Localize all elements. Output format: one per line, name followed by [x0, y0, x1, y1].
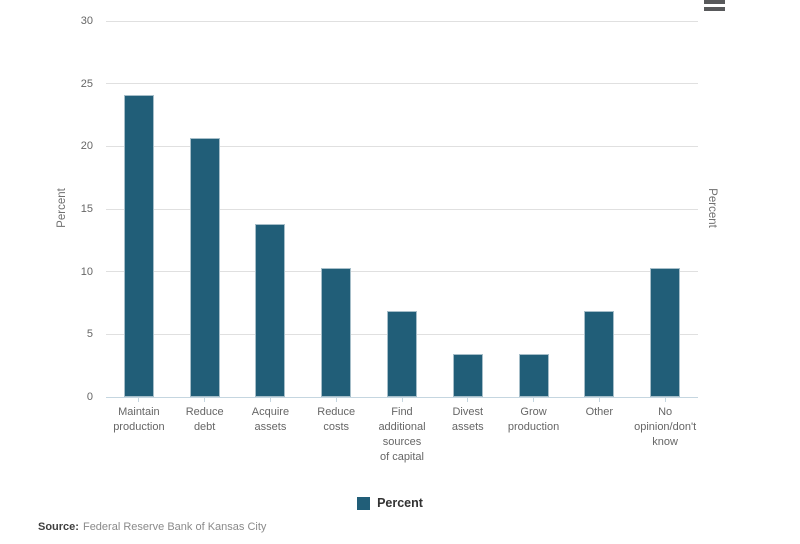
legend-label: Percent [377, 496, 423, 510]
source-text: Federal Reserve Bank of Kansas City [82, 521, 267, 533]
x-tick-mark [138, 397, 140, 402]
bar-3[interactable] [255, 224, 286, 397]
hamburger-bar [704, 0, 725, 4]
bar-4[interactable] [321, 267, 352, 397]
y-tick-label: 30 [80, 15, 93, 27]
bar-8[interactable] [584, 310, 615, 397]
bar-1[interactable] [123, 94, 154, 397]
hamburger-menu-icon[interactable] [704, 0, 726, 14]
x-tick-label: Other [585, 406, 614, 418]
bar-7[interactable] [518, 354, 549, 397]
x-tick-label: Grow production [507, 406, 560, 433]
source-note: Source: Federal Reserve Bank of Kansas Ci… [38, 521, 266, 533]
gridline [106, 20, 698, 22]
x-tick-label: Reduce costs [317, 406, 356, 433]
source-label: Source: [38, 521, 79, 533]
plot-area [106, 20, 698, 402]
x-tick-label: Divest assets [451, 406, 484, 433]
legend-swatch-icon [357, 496, 371, 510]
y-tick-label: 20 [80, 140, 93, 153]
x-axis-labels: Maintain production Reduce debt Acquire as… [106, 405, 698, 475]
bar-2[interactable] [189, 137, 220, 397]
x-tick-label: Acquire assets [251, 406, 290, 433]
y-tick-label: 5 [86, 328, 93, 341]
gridline [106, 83, 698, 85]
x-tick-mark [204, 397, 206, 402]
hamburger-bar [704, 7, 725, 11]
bar-6[interactable] [452, 354, 483, 397]
gridline [106, 208, 698, 210]
y-tick-label: 15 [80, 203, 93, 215]
legend-item-percent[interactable]: Percent [94, 495, 686, 511]
x-tick-label: No opinion/don't know [634, 406, 697, 448]
y-tick-label: 10 [80, 265, 93, 278]
y-axis-title-right: Percent [706, 188, 718, 228]
x-tick-mark [401, 397, 403, 402]
x-tick-mark [598, 397, 600, 402]
x-tick-label: Find additional sources of capital [378, 406, 426, 463]
x-tick-mark [467, 397, 469, 402]
gridline [106, 271, 698, 273]
bar-5[interactable] [387, 310, 417, 397]
gridline [106, 145, 698, 147]
x-tick-label: Reduce debt [185, 406, 224, 433]
x-tick-label: Maintain production [113, 406, 165, 433]
y-tick-label: 25 [80, 77, 93, 90]
y-tick-label: 0 [86, 391, 93, 403]
x-tick-mark [269, 397, 271, 402]
bar-9[interactable] [650, 267, 681, 397]
x-tick-mark [664, 397, 666, 402]
x-tick-mark [335, 397, 337, 402]
x-tick-mark [533, 397, 535, 402]
